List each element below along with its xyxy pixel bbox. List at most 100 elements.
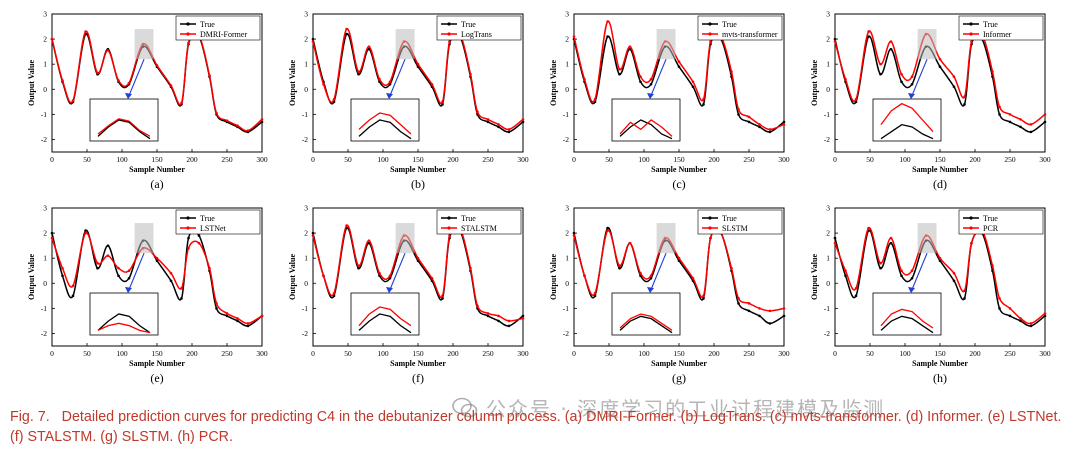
data-point: [311, 37, 315, 41]
x-axis-label: Sample Number: [129, 165, 185, 174]
y-tick-label: -2: [824, 135, 830, 144]
x-axis-label: Sample Number: [129, 359, 185, 368]
y-tick-label: -2: [41, 135, 47, 144]
data-point: [730, 266, 733, 270]
panel-label: (f): [412, 371, 424, 385]
zoom-region: [134, 29, 154, 60]
data-point: [169, 271, 173, 275]
data-point: [910, 82, 914, 86]
x-axis-label: Sample Number: [651, 359, 707, 368]
legend-marker: [708, 226, 712, 230]
data-point: [197, 234, 201, 237]
x-tick-label: 100: [899, 155, 911, 164]
data-point: [963, 103, 966, 106]
x-tick-label: 150: [934, 155, 946, 164]
y-tick-label: -1: [41, 110, 47, 119]
data-point: [208, 266, 211, 270]
data-point: [448, 234, 451, 237]
data-point: [702, 98, 705, 101]
data-point: [197, 241, 201, 245]
inset-true-line: [358, 313, 412, 334]
data-point: [938, 256, 942, 260]
x-tick-label: 150: [151, 349, 163, 358]
data-point: [1043, 120, 1047, 124]
data-point: [169, 279, 173, 283]
y-tick-label: 1: [565, 254, 569, 263]
data-point: [50, 37, 54, 41]
data-point: [1008, 120, 1012, 124]
legend-marker: [969, 216, 973, 220]
data-point: [441, 294, 444, 298]
inset-true-line: [880, 315, 934, 334]
data-point: [900, 72, 903, 76]
inset-true-line: [619, 119, 673, 140]
x-tick-label: 200: [447, 349, 459, 358]
data-point: [367, 239, 371, 242]
data-point: [155, 64, 159, 67]
data-point: [187, 236, 190, 240]
data-point: [215, 111, 218, 115]
data-point: [910, 75, 914, 79]
zoom-region: [395, 29, 415, 60]
data-point: [1043, 314, 1047, 318]
data-point: [416, 256, 420, 260]
x-axis-label: Sample Number: [651, 165, 707, 174]
data-point: [583, 274, 586, 278]
y-tick-label: 0: [565, 279, 569, 288]
inset-true-line: [97, 313, 151, 334]
data-point: [639, 271, 642, 275]
data-point: [606, 226, 609, 230]
inset-pred-line: [619, 313, 673, 331]
legend-frame: [175, 15, 261, 41]
panel-label: (a): [150, 177, 163, 191]
data-point: [1019, 319, 1022, 323]
x-tick-label: 0: [311, 349, 315, 358]
x-tick-label: 150: [673, 155, 685, 164]
x-tick-label: 150: [934, 349, 946, 358]
caption-text: Detailed prediction curves for predictin…: [10, 409, 1062, 445]
data-point: [572, 234, 576, 237]
x-tick-label: 0: [311, 155, 315, 164]
data-point: [486, 312, 490, 315]
y-tick-label: 2: [43, 229, 47, 238]
data-point: [952, 271, 956, 275]
data-point: [84, 229, 87, 232]
data-point: [84, 231, 87, 235]
inset-pred-line: [97, 322, 151, 334]
data-point: [1043, 113, 1047, 116]
x-tick-label: 100: [116, 349, 128, 358]
panel-label: (g): [672, 371, 686, 385]
y-tick-label: 1: [43, 254, 47, 263]
x-tick-label: 200: [186, 349, 198, 358]
data-point: [497, 314, 500, 318]
x-tick-label: 200: [969, 155, 981, 164]
y-tick-label: -1: [563, 110, 569, 119]
data-point: [730, 70, 733, 74]
data-point: [61, 266, 64, 270]
y-axis-label: Output Value: [27, 254, 36, 300]
data-point: [117, 266, 120, 270]
y-tick-label: -1: [824, 110, 830, 119]
data-point: [332, 98, 336, 101]
y-tick-label: -1: [563, 304, 569, 313]
data-point: [677, 256, 681, 260]
zoom-arrow: [910, 252, 928, 293]
data-point: [952, 85, 956, 89]
data-point: [677, 60, 681, 63]
data-point: [378, 77, 381, 81]
x-tick-label: 50: [605, 349, 613, 358]
inset-pred-line: [619, 119, 673, 137]
y-tick-label: 3: [565, 10, 569, 19]
data-point: [747, 115, 751, 119]
x-tick-label: 250: [743, 155, 755, 164]
x-tick-label: 50: [344, 155, 352, 164]
data-point: [225, 119, 229, 122]
legend-label: True: [722, 20, 737, 29]
data-point: [127, 276, 131, 280]
y-tick-label: -2: [41, 329, 47, 338]
data-point: [357, 266, 360, 270]
y-tick-label: 2: [304, 35, 308, 44]
